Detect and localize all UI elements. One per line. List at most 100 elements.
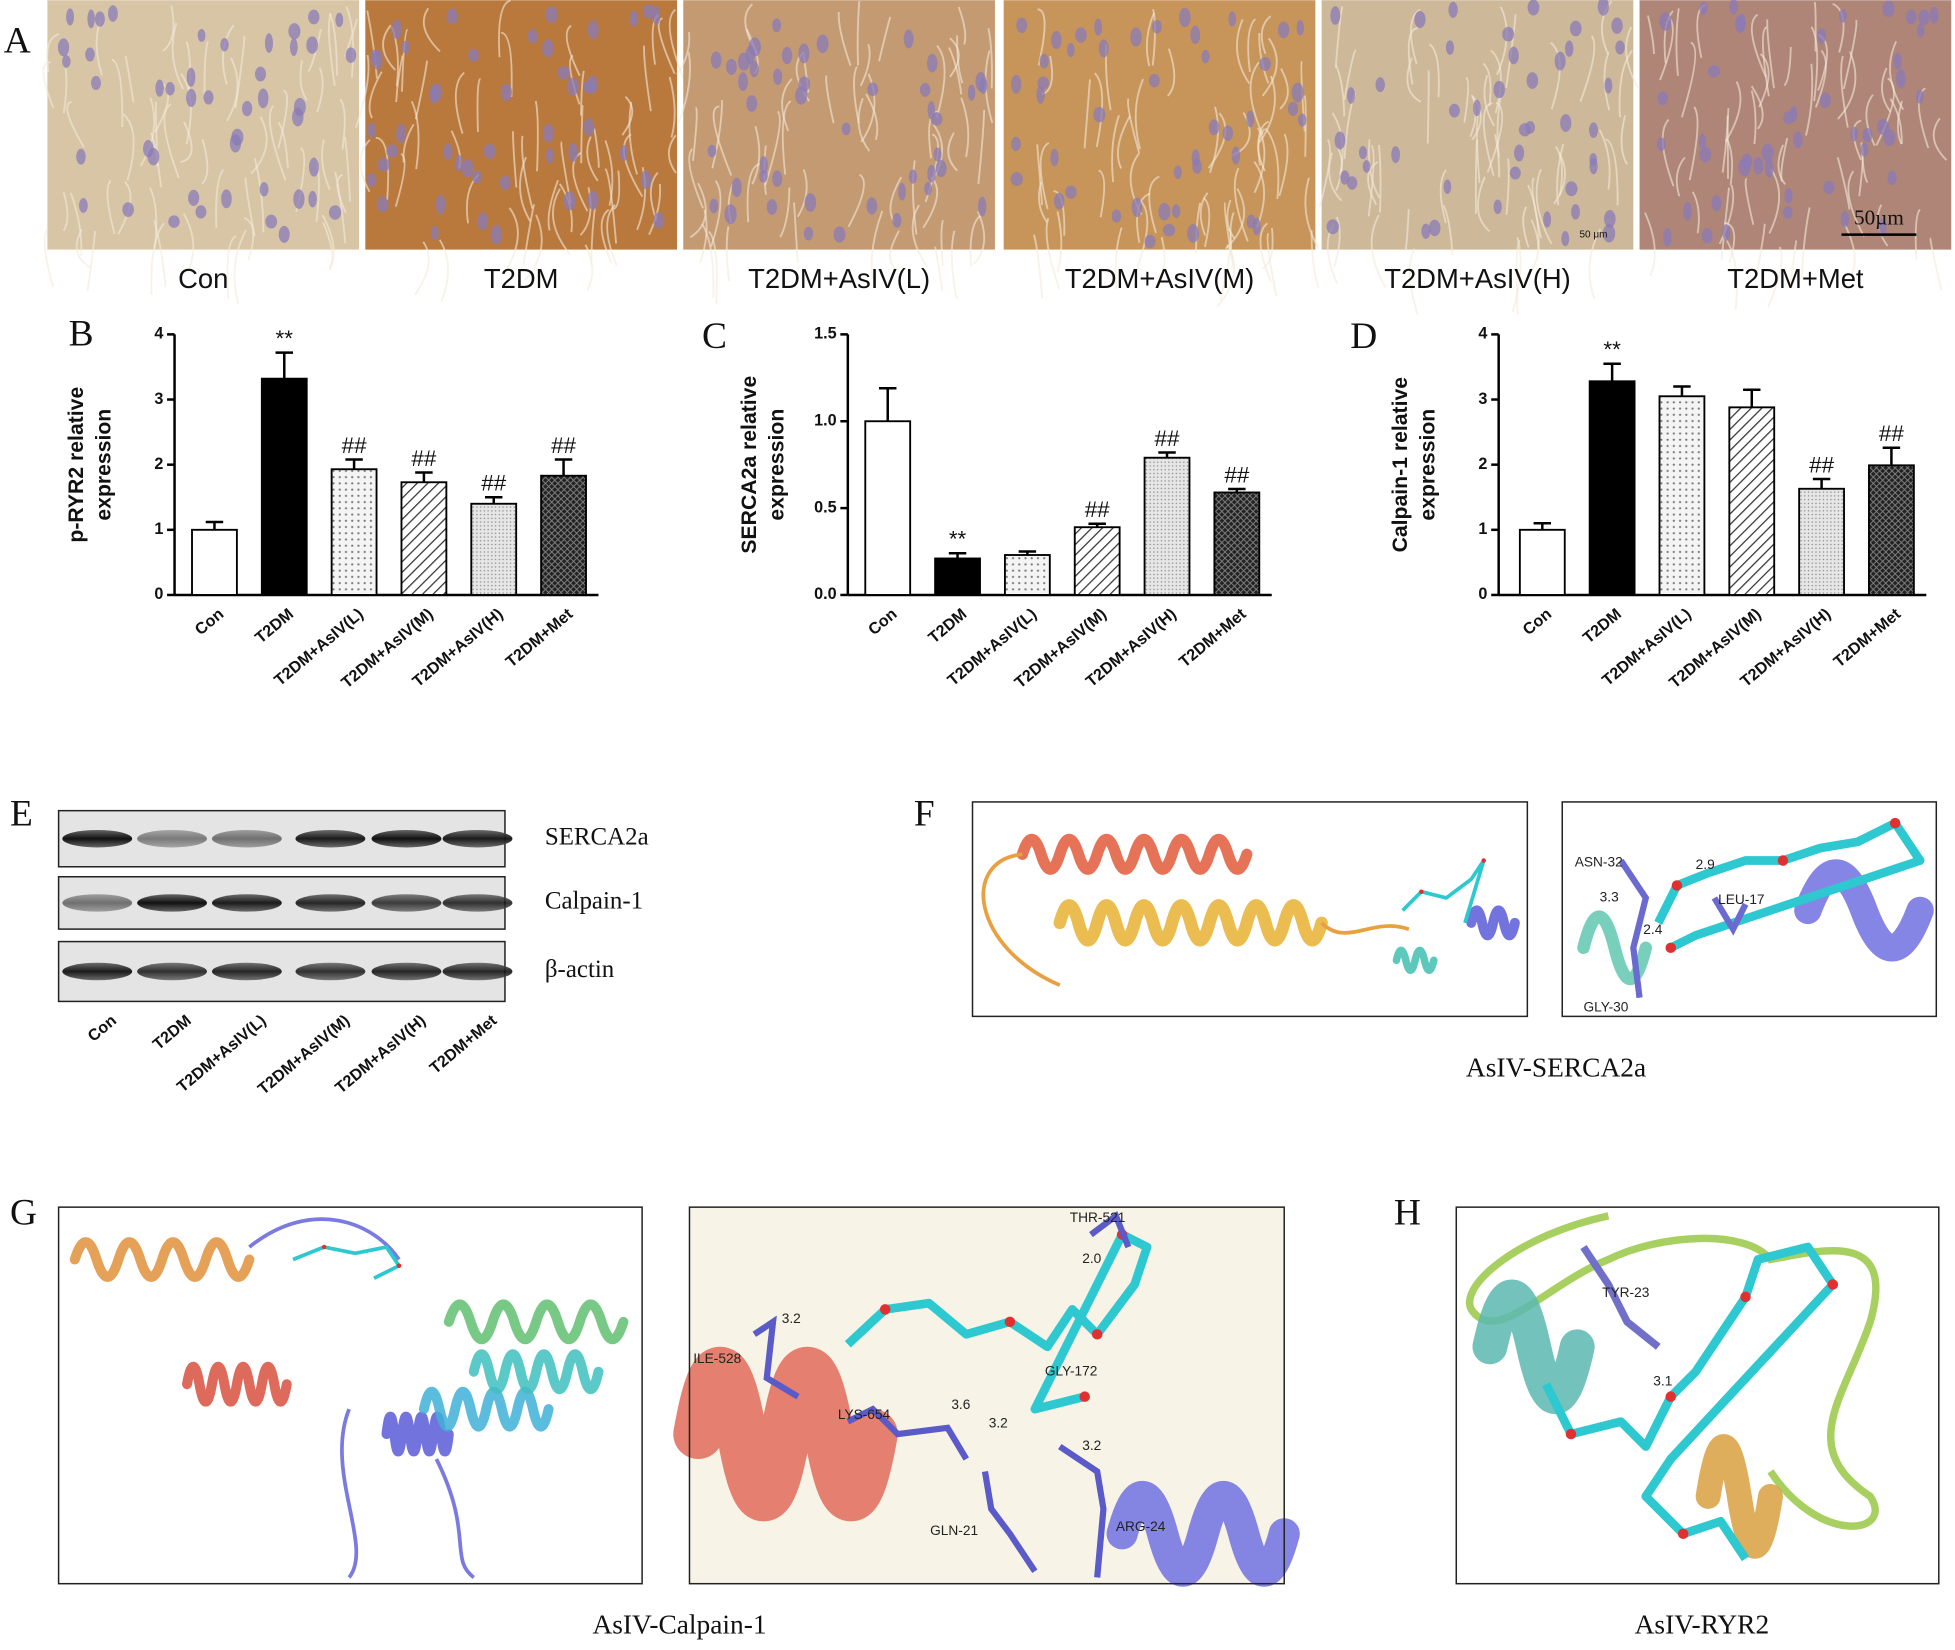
y-axis-label: expression (1416, 409, 1439, 521)
nucleus (1657, 91, 1669, 106)
fiber (1917, 87, 1930, 149)
oxygen (1740, 1291, 1751, 1303)
x-tick-label: Con (192, 605, 228, 639)
nucleus (78, 198, 88, 213)
fiber (950, 230, 958, 299)
nucleus (1158, 202, 1171, 221)
fiber (552, 188, 571, 256)
nucleus (1222, 125, 1234, 142)
nucleus (1893, 52, 1902, 70)
fiber (1199, 192, 1209, 236)
fiber (316, 67, 324, 113)
fiber (1463, 76, 1470, 123)
fiber (1625, 26, 1639, 88)
fiber (1896, 100, 1903, 145)
fiber (1202, 197, 1211, 248)
fiber (122, 113, 135, 181)
fiber (1469, 96, 1477, 138)
fiber (413, 241, 430, 296)
fiber (1426, 70, 1430, 144)
fiber (498, 0, 511, 58)
nucleus (1098, 39, 1109, 58)
significance: ## (1879, 421, 1904, 446)
fiber (321, 139, 331, 190)
nucleus (1711, 195, 1722, 212)
band (442, 829, 513, 848)
nucleus (265, 214, 278, 229)
nucleus (563, 191, 576, 211)
protein-label: β-actin (545, 956, 615, 983)
fiber (414, 60, 428, 120)
fiber (1783, 46, 1792, 87)
nucleus (1443, 179, 1452, 195)
nucleus (76, 148, 86, 165)
fiber (201, 138, 209, 185)
residue-label: GLY-172 (1045, 1363, 1098, 1378)
fiber (163, 103, 180, 179)
fiber (153, 83, 170, 133)
fiber (825, 75, 835, 124)
fiber (1039, 142, 1050, 210)
docking-frame (1561, 801, 1938, 1018)
fiber (1598, 129, 1611, 190)
docking-frame (57, 1206, 643, 1585)
panel-label: G (10, 1192, 37, 1233)
fiber (124, 55, 135, 103)
nucleus (903, 29, 914, 49)
fiber (725, 226, 731, 282)
fiber (321, 214, 335, 269)
fiber (438, 239, 450, 302)
nucleus (85, 47, 95, 62)
bar (1658, 395, 1706, 596)
fiber (344, 136, 352, 202)
nucleus (1330, 6, 1341, 25)
nucleus (308, 9, 320, 25)
bar (934, 557, 981, 596)
nucleus (367, 122, 376, 139)
fiber (1195, 202, 1202, 253)
fiber (410, 100, 420, 170)
fiber (1768, 168, 1781, 234)
fiber (1167, 48, 1176, 97)
fiber (928, 110, 938, 159)
fiber (701, 223, 715, 298)
oxygen (879, 1304, 891, 1315)
fiber (1304, 177, 1320, 249)
fiber (628, 101, 638, 175)
fiber (1526, 219, 1540, 277)
nucleus (1509, 166, 1521, 180)
nucleus (1449, 103, 1460, 118)
nucleus (933, 147, 942, 162)
ligand (1542, 1242, 1838, 1562)
histology-image (676, 0, 995, 305)
nucleus (1190, 25, 1201, 45)
fiber (1813, 1, 1817, 52)
fiber (153, 220, 167, 288)
fiber (648, 183, 662, 236)
nucleus (1589, 153, 1598, 166)
fiber (1259, 222, 1272, 283)
fiber (1233, 167, 1249, 242)
fiber (860, 73, 876, 143)
fiber (1442, 204, 1454, 256)
fiber (604, 168, 618, 244)
nucleus (1228, 11, 1237, 27)
fiber (781, 78, 793, 132)
nucleus (583, 118, 595, 136)
fiber (522, 204, 536, 266)
oxygen (1004, 1316, 1016, 1328)
nucleus (587, 190, 599, 210)
significance: ## (481, 471, 506, 496)
nucleus (1729, 0, 1739, 15)
fiber (1680, 41, 1697, 118)
fiber (1407, 27, 1419, 85)
fiber (46, 33, 60, 73)
nucleus (289, 38, 298, 56)
nucleus (927, 101, 936, 120)
fiber (1810, 26, 1819, 102)
oxygen (321, 1244, 327, 1250)
fiber (1335, 146, 1343, 191)
nucleus (1508, 46, 1519, 65)
fiber (1111, 114, 1120, 183)
fiber (1865, 94, 1876, 147)
